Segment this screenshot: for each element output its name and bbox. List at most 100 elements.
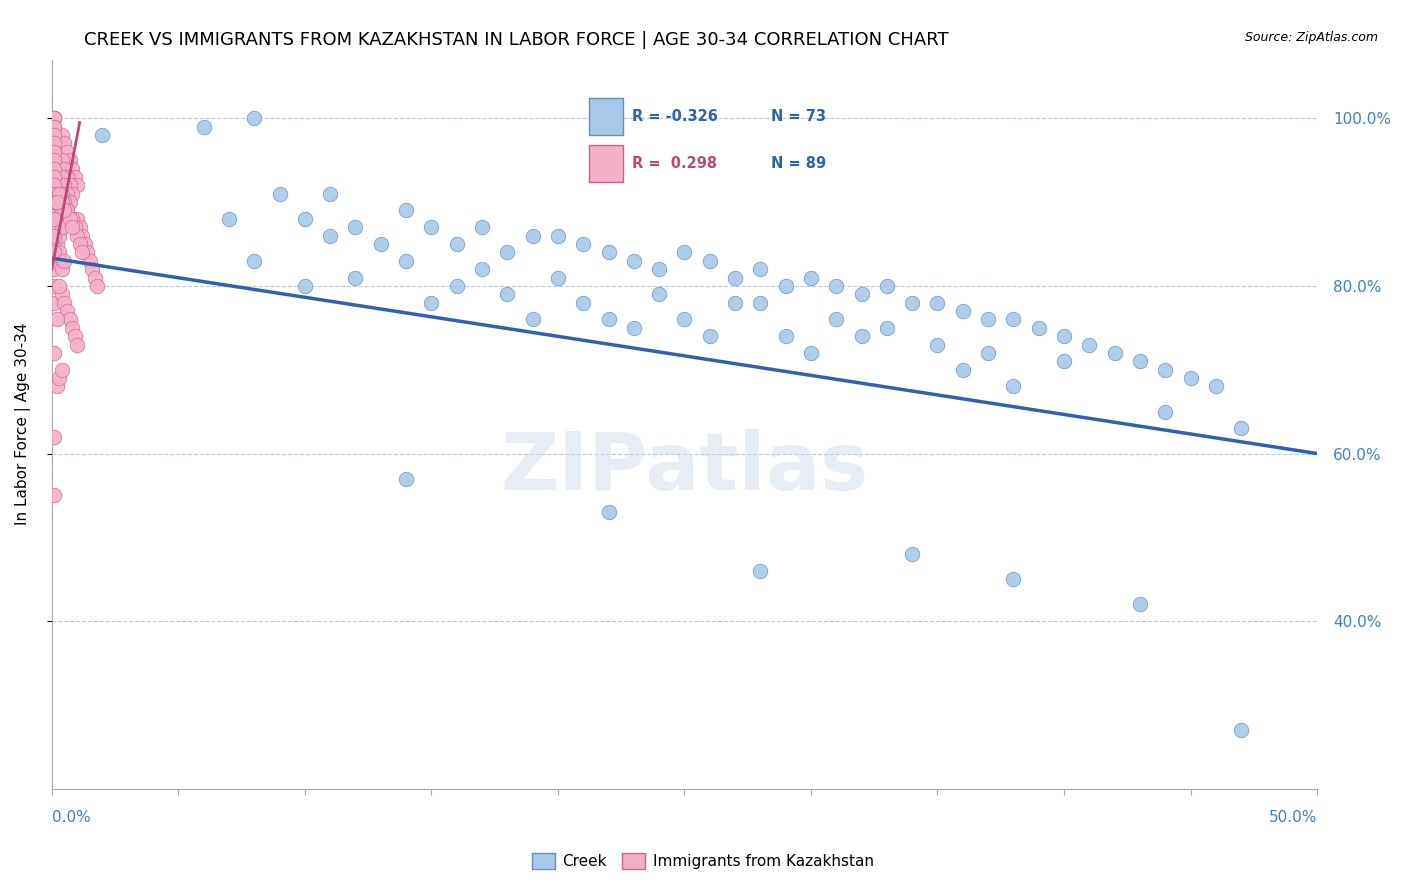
Point — [53, 161, 76, 176]
Point — [395, 253, 418, 268]
Point — [44, 112, 66, 126]
Point — [496, 287, 519, 301]
Point — [56, 304, 79, 318]
Point — [699, 253, 721, 268]
Point — [1180, 371, 1202, 385]
Point — [1230, 723, 1253, 737]
Point — [572, 237, 595, 252]
Point — [1129, 598, 1152, 612]
Point — [45, 237, 67, 252]
Point — [522, 228, 544, 243]
Point — [60, 186, 83, 201]
Point — [53, 178, 76, 193]
Point — [673, 312, 696, 326]
Text: CREEK VS IMMIGRANTS FROM KAZAKHSTAN IN LABOR FORCE | AGE 30-34 CORRELATION CHART: CREEK VS IMMIGRANTS FROM KAZAKHSTAN IN L… — [84, 31, 949, 49]
Point — [44, 128, 66, 142]
Point — [76, 245, 98, 260]
Point — [1078, 337, 1101, 351]
Point — [775, 278, 797, 293]
Point — [48, 245, 70, 260]
Point — [598, 505, 620, 519]
Point — [446, 237, 468, 252]
Point — [66, 228, 89, 243]
Point — [48, 228, 70, 243]
Point — [1205, 379, 1227, 393]
Point — [48, 371, 70, 385]
Point — [851, 287, 873, 301]
Point — [70, 228, 93, 243]
Point — [44, 488, 66, 502]
Point — [699, 329, 721, 343]
Point — [44, 112, 66, 126]
Point — [44, 262, 66, 277]
Point — [53, 136, 76, 151]
Point — [58, 195, 80, 210]
Point — [48, 161, 70, 176]
Point — [44, 161, 66, 176]
Point — [56, 203, 79, 218]
Point — [63, 220, 86, 235]
Point — [66, 178, 89, 193]
Point — [344, 220, 367, 235]
Point — [70, 245, 93, 260]
Point — [44, 120, 66, 134]
Point — [901, 547, 924, 561]
Point — [294, 211, 316, 226]
Point — [69, 237, 91, 252]
Point — [724, 270, 747, 285]
Point — [319, 228, 342, 243]
Point — [1154, 362, 1177, 376]
Point — [851, 329, 873, 343]
Point — [44, 430, 66, 444]
Point — [977, 312, 1000, 326]
Point — [45, 253, 67, 268]
Point — [44, 136, 66, 151]
Point — [800, 346, 823, 360]
Point — [45, 195, 67, 210]
Point — [45, 145, 67, 159]
Point — [58, 211, 80, 226]
Point — [749, 262, 772, 277]
Point — [66, 211, 89, 226]
Point — [56, 145, 79, 159]
Point — [1053, 329, 1076, 343]
Point — [319, 186, 342, 201]
Point — [623, 253, 645, 268]
Point — [395, 472, 418, 486]
Point — [48, 278, 70, 293]
Point — [1129, 354, 1152, 368]
Point — [44, 195, 66, 210]
Point — [51, 186, 73, 201]
Point — [45, 379, 67, 393]
Point — [598, 245, 620, 260]
Point — [48, 186, 70, 201]
Point — [44, 245, 66, 260]
Point — [1002, 379, 1025, 393]
Point — [370, 237, 392, 252]
Point — [446, 278, 468, 293]
Point — [83, 270, 105, 285]
Point — [86, 278, 108, 293]
Point — [927, 295, 949, 310]
Point — [648, 262, 671, 277]
Point — [44, 112, 66, 126]
Point — [977, 346, 1000, 360]
Point — [218, 211, 240, 226]
Legend: Creek, Immigrants from Kazakhstan: Creek, Immigrants from Kazakhstan — [526, 847, 880, 875]
Point — [58, 312, 80, 326]
Point — [56, 186, 79, 201]
Point — [60, 320, 83, 334]
Point — [44, 169, 66, 184]
Point — [825, 278, 848, 293]
Point — [60, 211, 83, 226]
Point — [58, 178, 80, 193]
Point — [60, 220, 83, 235]
Point — [44, 112, 66, 126]
Point — [51, 362, 73, 376]
Point — [1154, 404, 1177, 418]
Text: 0.0%: 0.0% — [52, 810, 90, 825]
Point — [91, 128, 114, 142]
Point — [749, 564, 772, 578]
Point — [48, 211, 70, 226]
Point — [44, 153, 66, 168]
